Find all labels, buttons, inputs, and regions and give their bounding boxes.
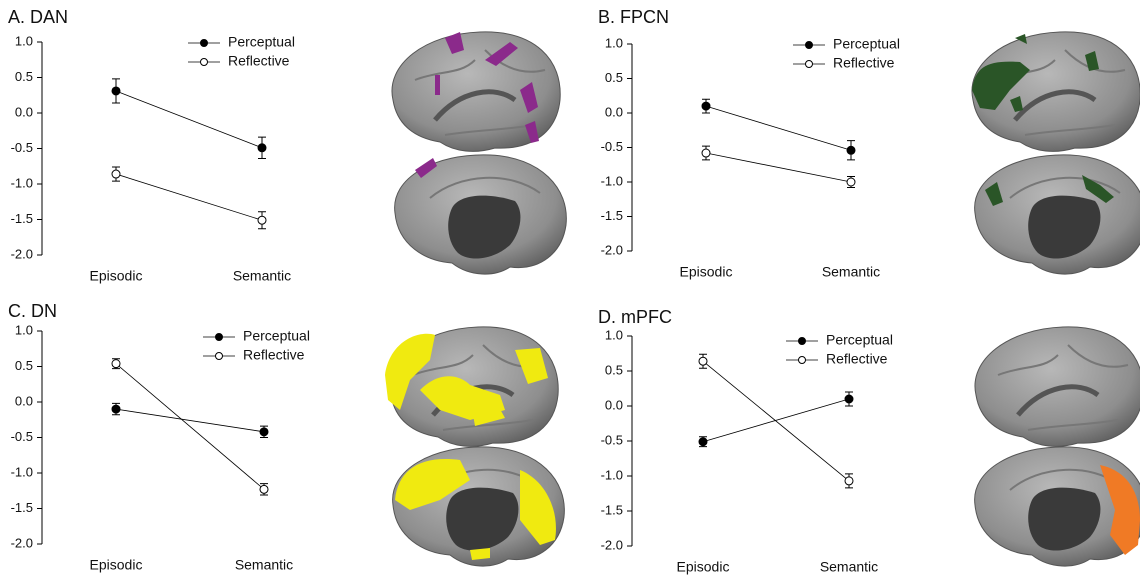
point (258, 216, 266, 224)
point (847, 146, 855, 154)
y-tick-label: 0.5 (15, 69, 33, 84)
series-line (703, 399, 849, 442)
legend-marker (806, 61, 813, 68)
point (702, 102, 710, 110)
y-tick-label: -1.0 (11, 175, 33, 190)
x-tick-label: Episodic (677, 559, 730, 575)
x-tick-label: Episodic (90, 268, 143, 284)
x-tick-label: Semantic (820, 559, 878, 575)
y-tick-label: -0.5 (601, 432, 623, 447)
y-tick-label: 0.0 (15, 104, 33, 119)
legend-marker (201, 59, 208, 66)
y-tick-label: -2.0 (11, 535, 33, 550)
y-tick-label: 1.0 (605, 327, 623, 342)
series-line (706, 106, 851, 150)
y-tick-label: -1.5 (11, 500, 33, 515)
legend-marker (216, 334, 223, 341)
y-tick-label: 0.0 (605, 397, 623, 412)
legend-label: Reflective (833, 55, 895, 71)
figure: A. DAN 1.0 0.5 0.0 -0.5 -1.0 -1.5 -2.0 Episodic S… (0, 0, 1140, 575)
legend-label: Perceptual (243, 328, 310, 344)
y-tick-label: 1.0 (15, 322, 33, 337)
y-tick-label: -2.0 (601, 537, 623, 552)
legend-marker (806, 42, 813, 49)
legend-marker (799, 357, 806, 364)
y-tick-label: -1.5 (601, 502, 623, 517)
point (112, 360, 120, 368)
point (112, 170, 120, 178)
y-tick-label: -2.0 (601, 242, 623, 257)
x-tick-label: Semantic (235, 557, 293, 573)
y-tick-label: -1.0 (601, 467, 623, 482)
legend-label: Reflective (228, 53, 290, 69)
point (260, 485, 268, 493)
point (260, 428, 268, 436)
y-tick-label: -0.5 (601, 139, 623, 154)
brain-b (972, 32, 1140, 274)
y-tick-label: -2.0 (11, 246, 33, 261)
panel-title: D. mPFC (598, 307, 672, 327)
y-tick-label: 1.0 (605, 35, 623, 50)
y-tick-label: -1.0 (601, 173, 623, 188)
y-tick-label: 0.0 (605, 104, 623, 119)
y-tick-label: -0.5 (11, 429, 33, 444)
y-tick-label: 0.0 (15, 393, 33, 408)
legend-marker (799, 338, 806, 345)
x-tick-label: Episodic (90, 557, 143, 573)
series-line (116, 174, 262, 220)
y-tick-label: -1.5 (601, 208, 623, 223)
point (258, 144, 266, 152)
point (845, 477, 853, 485)
point (699, 357, 707, 365)
panel-title: A. DAN (8, 7, 68, 27)
point (112, 405, 120, 413)
legend-label: Perceptual (228, 34, 295, 50)
brain-d (975, 327, 1140, 566)
series-line (706, 153, 851, 182)
point (845, 395, 853, 403)
brain-c (385, 327, 564, 566)
legend-marker (201, 40, 208, 47)
panel-title: B. FPCN (598, 7, 669, 27)
point (847, 178, 855, 186)
y-tick-label: 1.0 (15, 33, 33, 48)
brain-a (392, 32, 566, 274)
panel-title: C. DN (8, 301, 57, 321)
series-line (116, 91, 262, 148)
point (702, 149, 710, 157)
y-tick-label: -0.5 (11, 140, 33, 155)
y-tick-label: 0.5 (605, 362, 623, 377)
y-tick-label: 0.5 (15, 358, 33, 373)
x-tick-label: Semantic (822, 264, 880, 280)
legend-marker (216, 353, 223, 360)
y-tick-label: 0.5 (605, 70, 623, 85)
x-tick-label: Semantic (233, 268, 291, 284)
x-tick-label: Episodic (680, 264, 733, 280)
series-line (116, 364, 264, 490)
legend-label: Reflective (243, 347, 305, 363)
legend-label: Reflective (826, 351, 888, 367)
series-line (116, 409, 264, 432)
legend-label: Perceptual (826, 332, 893, 348)
point (112, 87, 120, 95)
legend-label: Perceptual (833, 36, 900, 52)
y-tick-label: -1.5 (11, 211, 33, 226)
point (699, 438, 707, 446)
series-line (703, 361, 849, 481)
y-tick-label: -1.0 (11, 464, 33, 479)
